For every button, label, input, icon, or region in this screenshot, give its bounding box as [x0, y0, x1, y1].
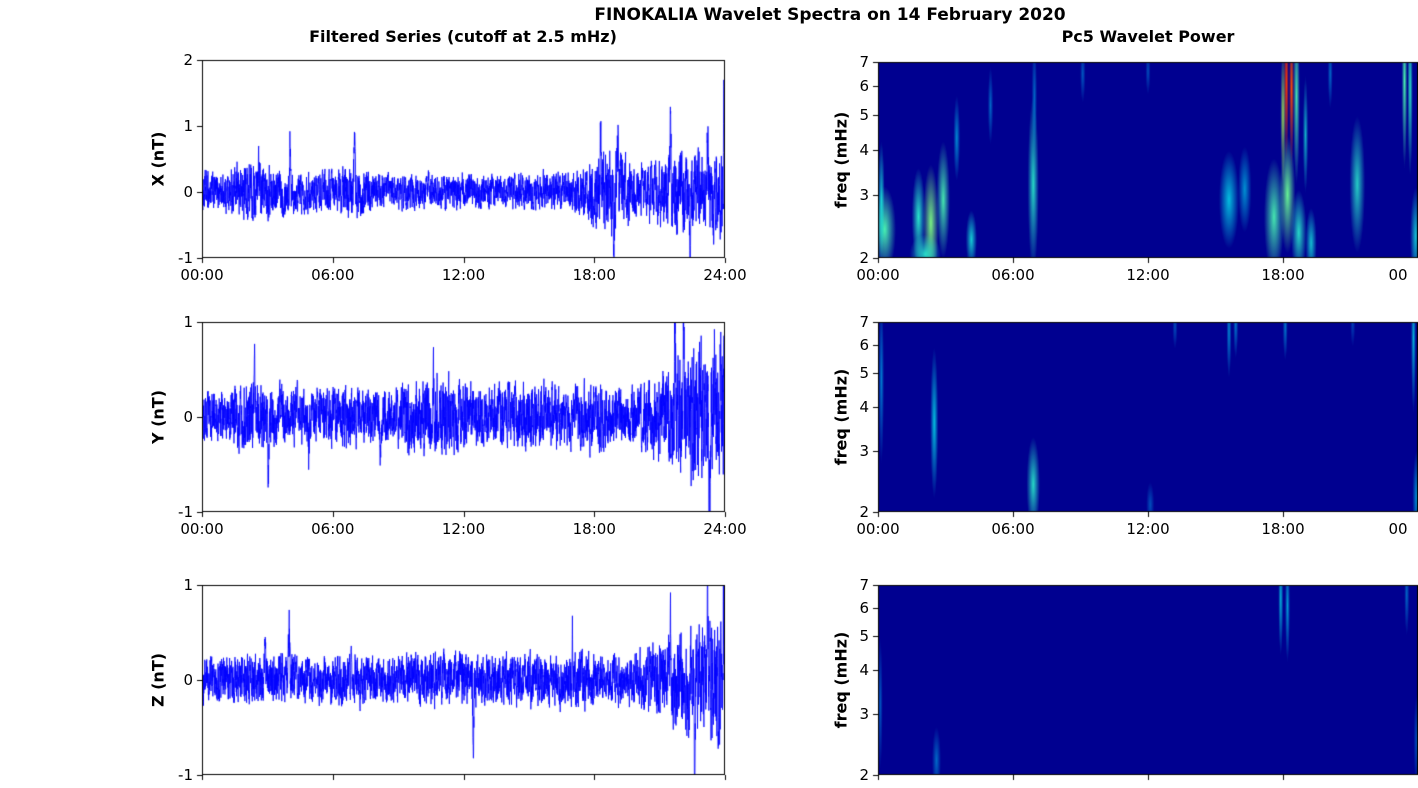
y-tick-label: 4 [859, 140, 869, 159]
x-tick-label: 06:00 [991, 520, 1035, 538]
y-tick-label: 1 [183, 313, 193, 331]
x-tick-label: 12:00 [1126, 266, 1170, 284]
right-column-title: Pc5 Wavelet Power [1061, 27, 1235, 46]
y-tick-label: -1 [178, 766, 193, 784]
x-tick-label: 00 [1388, 520, 1408, 538]
y-tick-label: 7 [859, 53, 869, 71]
ylabel-freq-2: freq (mHz) [831, 368, 851, 466]
x-tick-label: 06:00 [311, 520, 355, 538]
y-tick-label: 1 [183, 576, 193, 594]
y-tick-label: 4 [859, 660, 869, 679]
y-tick-label: 6 [859, 599, 869, 618]
x-tick-label: 00 [1388, 266, 1408, 284]
y-tick-label: 2 [859, 503, 869, 521]
y-tick-label: 2 [859, 766, 869, 784]
y-tick-label: 7 [859, 576, 869, 594]
y-tick-label: 6 [859, 77, 869, 96]
x-tick-label: 06:00 [991, 266, 1035, 284]
y-tick-label: 0 [183, 183, 193, 201]
ylabel-y-nt: Y (nT) [148, 389, 168, 445]
y-tick-label: 0 [183, 671, 193, 689]
x-tick-label: 12:00 [441, 520, 486, 538]
x-tick-label: 24:00 [703, 520, 747, 538]
x-tick-label: 00:00 [180, 520, 224, 538]
x-tick-label: 00:00 [856, 266, 900, 284]
y-tick-label: 6 [859, 336, 869, 355]
y-tick-label: 3 [859, 441, 869, 460]
y-tick-label: 3 [859, 185, 869, 204]
y-tick-label: 5 [859, 364, 869, 383]
figure-title: FINOKALIA Wavelet Spectra on 14 February… [594, 5, 1066, 25]
ylabel-freq-3: freq (mHz) [831, 631, 851, 729]
y-tick-label: 7 [859, 313, 869, 331]
x-tick-label: 06:00 [311, 266, 355, 284]
x-tick-label: 24:00 [703, 266, 747, 284]
x-tick-label: 12:00 [1126, 520, 1170, 538]
y-tick-label: 3 [859, 704, 869, 723]
left-column-title: Filtered Series (cutoff at 2.5 mHz) [309, 27, 617, 46]
ylabel-x-nt: X (nT) [148, 131, 168, 187]
x-tick-label: 18:00 [572, 520, 616, 538]
y-tick-label: -1 [178, 249, 193, 267]
x-tick-label: 18:00 [1261, 520, 1305, 538]
y-tick-label: 4 [859, 397, 869, 416]
x-tick-label: 18:00 [1261, 266, 1305, 284]
y-tick-label: 2 [859, 249, 869, 267]
x-tick-label: 00:00 [180, 266, 224, 284]
y-tick-label: 5 [859, 627, 869, 646]
y-tick-label: 1 [183, 117, 193, 135]
x-tick-label: 18:00 [572, 266, 616, 284]
ylabel-freq-1: freq (mHz) [831, 111, 851, 209]
y-tick-label: 0 [183, 408, 193, 426]
ylabel-z-nt: Z (nT) [148, 652, 168, 708]
y-tick-label: 5 [859, 105, 869, 124]
y-tick-label: -1 [178, 503, 193, 521]
x-tick-label: 12:00 [441, 266, 486, 284]
x-tick-label: 00:00 [856, 520, 900, 538]
y-tick-label: 2 [183, 51, 193, 69]
